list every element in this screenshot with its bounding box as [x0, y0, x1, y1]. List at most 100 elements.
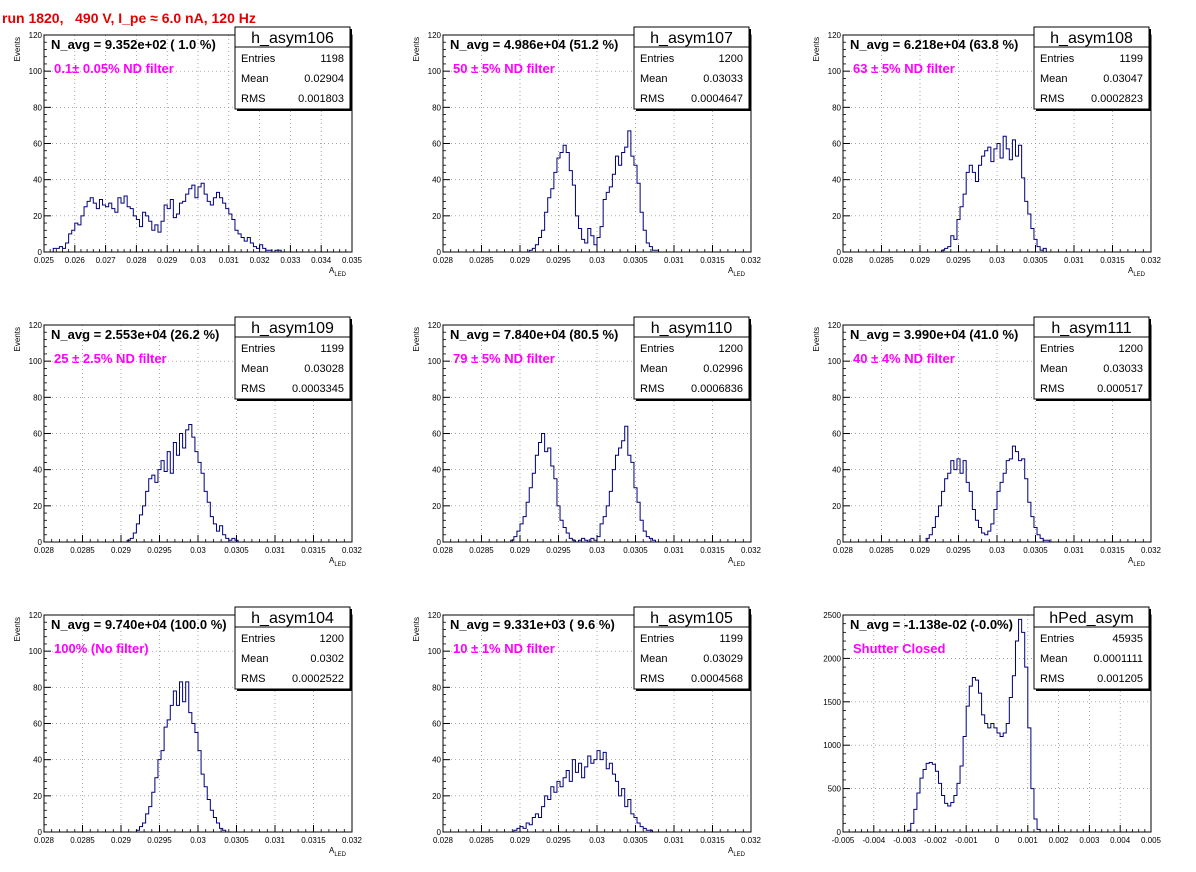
- y-tick-label: 20: [432, 792, 441, 801]
- x-tick-label: 0.027: [96, 256, 117, 265]
- stats-box: h_asym108 Entries 1199 Mean 0.03047 RMS 0.0002…: [1033, 26, 1151, 111]
- y-tick-label: 0: [437, 538, 442, 547]
- y-tick-label: 0: [837, 828, 842, 837]
- x-tick-label: 0.032: [1141, 256, 1162, 265]
- stats-label: Entries: [1040, 633, 1075, 645]
- stats-value: 0.001205: [1097, 673, 1143, 685]
- y-tick-label: 40: [832, 466, 841, 475]
- filter-annotation: 10 ± 1% ND filter: [453, 641, 555, 656]
- x-tick-label: 0.029: [157, 256, 178, 265]
- stats-label: RMS: [1040, 93, 1064, 105]
- stats-label: RMS: [241, 673, 265, 685]
- y-tick-label: 2000: [823, 654, 841, 663]
- stats-label: Mean: [1040, 653, 1068, 665]
- y-tick-label: 80: [832, 393, 841, 402]
- histogram-panel-h_asym109: 0.028 0.0285 0.029 0.0295 0.03 0.0305 0.031 0.0…: [13, 316, 363, 568]
- y-tick-label: 500: [828, 785, 842, 794]
- stats-box-frame: [633, 606, 750, 690]
- x-tick-label: 0.002: [1049, 836, 1070, 845]
- x-tick-label: 0.0315: [700, 836, 725, 845]
- y-axis-title: Events: [412, 37, 421, 61]
- x-tick-label: 0.028: [433, 546, 454, 555]
- stats-box-frame: [1033, 26, 1150, 110]
- stats-box: h_asym106 Entries 1198 Mean 0.02904 RMS 0.0018…: [234, 26, 352, 111]
- y-tick-label: 120: [29, 611, 43, 620]
- stats-value: 1199: [320, 343, 344, 355]
- y-axis-title: Events: [13, 327, 22, 351]
- x-tick-label: 0.03: [190, 546, 206, 555]
- x-tick-label: 0.031: [664, 836, 685, 845]
- x-axis-title: ALED: [728, 266, 746, 278]
- x-tick-label: 0.0305: [623, 546, 648, 555]
- x-tick-label: 0.031: [664, 256, 685, 265]
- x-tick-label: 0.028: [833, 546, 854, 555]
- stats-label: RMS: [1040, 673, 1064, 685]
- stats-value: 1200: [719, 343, 743, 355]
- histogram-panel-h_asym107: 0.028 0.0285 0.029 0.0295 0.03 0.0305 0.031 0.0…: [412, 26, 762, 278]
- y-axis-title: Events: [13, 617, 22, 641]
- y-tick-label: 80: [832, 103, 841, 112]
- stats-value: 0.000517: [1097, 383, 1143, 395]
- x-tick-label: 0.025: [34, 256, 55, 265]
- stats-label: RMS: [241, 93, 265, 105]
- stats-value: 0.0006836: [691, 383, 743, 395]
- x-tick-label: 0.031: [265, 836, 286, 845]
- y-tick-label: 60: [832, 140, 841, 149]
- stats-box-title: h_asym111: [1051, 320, 1131, 337]
- stats-value: 1199: [719, 633, 743, 645]
- y-tick-label: 40: [33, 176, 42, 185]
- histogram-panel-h_asym111: 0.028 0.0285 0.029 0.0295 0.03 0.0305 0.031 0.0…: [812, 316, 1162, 568]
- x-tick-label: 0.0285: [70, 546, 95, 555]
- filter-annotation: 63 ± 5% ND filter: [853, 61, 955, 76]
- stats-box: h_asym110 Entries 1200 Mean 0.02996 RMS 0.0006…: [633, 316, 751, 401]
- stats-box-frame: [633, 26, 750, 110]
- y-tick-label: 40: [832, 176, 841, 185]
- stats-box: h_asym111 Entries 1200 Mean 0.03033 RMS 0.0005…: [1033, 316, 1151, 401]
- x-tick-label: 0.0315: [1100, 546, 1125, 555]
- x-axis-title: ALED: [329, 266, 347, 278]
- filter-annotation: 100% (No filter): [54, 641, 149, 656]
- navg-label: N_avg = 9.331e+03 ( 9.6 %): [450, 617, 615, 632]
- stats-label: RMS: [241, 383, 265, 395]
- filter-annotation: 40 ± 4% ND filter: [853, 351, 955, 366]
- y-tick-label: 1500: [823, 698, 841, 707]
- x-tick-label: -0.002: [924, 836, 947, 845]
- stats-value: 0.02904: [304, 73, 344, 85]
- y-tick-label: 120: [828, 321, 842, 330]
- stats-value: 0.0004568: [691, 673, 743, 685]
- navg-label: N_avg = 4.986e+04 (51.2 %): [450, 37, 618, 52]
- x-tick-label: 0.028: [34, 546, 55, 555]
- x-tick-label: 0.03: [589, 546, 605, 555]
- x-tick-label: 0.0285: [469, 836, 494, 845]
- y-tick-label: 120: [29, 321, 43, 330]
- y-tick-label: 80: [33, 393, 42, 402]
- y-axis-title: Events: [812, 37, 821, 61]
- x-tick-label: 0.032: [741, 546, 762, 555]
- histogram-panel-hPed_asym: -0.005 -0.004 -0.003 -0.002 -0.001 0 0.001 0.00…: [823, 606, 1162, 845]
- y-tick-label: 80: [432, 683, 441, 692]
- x-axis-title: ALED: [728, 846, 746, 858]
- filter-annotation: 79 ± 5% ND filter: [453, 351, 555, 366]
- x-tick-label: 0.029: [910, 546, 931, 555]
- y-tick-label: 40: [432, 756, 441, 765]
- stats-box: h_asym109 Entries 1199 Mean 0.03028 RMS 0.0003…: [234, 316, 352, 401]
- stats-label: Entries: [640, 343, 675, 355]
- stats-box-title: hPed_asym: [1049, 610, 1134, 627]
- navg-label: N_avg = 7.840e+04 (80.5 %): [450, 327, 618, 342]
- x-tick-label: 0.0315: [301, 546, 326, 555]
- x-tick-label: 0.028: [833, 256, 854, 265]
- x-tick-label: 0.032: [250, 256, 271, 265]
- y-tick-label: 40: [33, 466, 42, 475]
- x-tick-label: 0.0295: [946, 256, 971, 265]
- x-tick-label: 0.034: [311, 256, 332, 265]
- navg-label: N_avg = 6.218e+04 (63.8 %): [850, 37, 1018, 52]
- stats-value: 1200: [719, 53, 743, 65]
- y-tick-label: 0: [38, 248, 43, 257]
- y-tick-label: 0: [38, 538, 43, 547]
- x-tick-label: 0.0305: [623, 836, 648, 845]
- stats-box: h_asym105 Entries 1199 Mean 0.03029 RMS 0.0004…: [633, 606, 751, 691]
- x-tick-label: 0.001: [1018, 836, 1039, 845]
- histogram-panel-h_asym108: 0.028 0.0285 0.029 0.0295 0.03 0.0305 0.031 0.0…: [812, 26, 1162, 278]
- x-tick-label: 0.0295: [147, 836, 172, 845]
- stats-label: RMS: [640, 93, 664, 105]
